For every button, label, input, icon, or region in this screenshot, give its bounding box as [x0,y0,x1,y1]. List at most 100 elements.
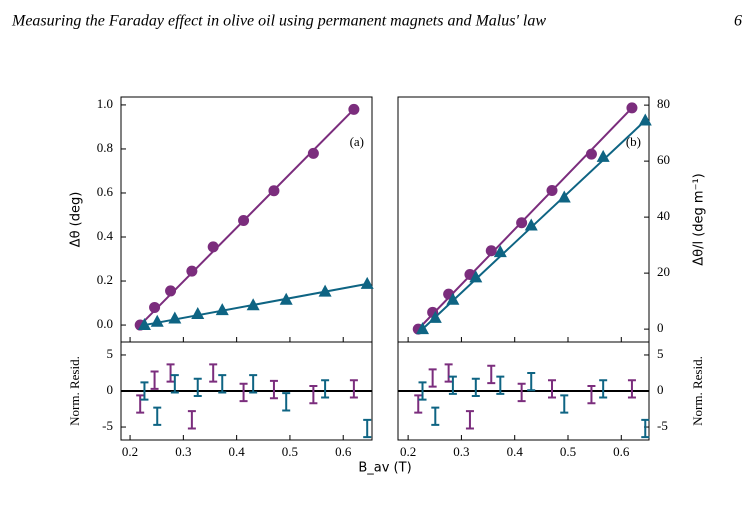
data-point [246,298,260,311]
data-point [557,190,571,203]
y-tick-label: 0 [657,382,664,397]
data-point [279,292,293,305]
data-point [446,292,460,305]
x-tick-label: 0.6 [613,444,630,459]
data-point [416,322,430,335]
x-tick-label: 0.5 [560,444,576,459]
data-point [428,310,442,323]
y-tick-label: 5 [657,346,664,361]
y-tick-label: 0.0 [97,316,113,331]
error-bar [548,379,557,399]
data-point [307,147,319,159]
error-bar [187,410,196,430]
error-bar [599,379,608,399]
error-bar [414,394,423,414]
error-bar [249,374,258,394]
y-axis-label: Δθ/l (deg m⁻¹) [692,173,707,266]
data-point [469,270,483,283]
y-tick-label: 0.8 [97,140,113,155]
error-bar [527,371,536,392]
error-bar [269,379,278,400]
y-tick-label: 5 [107,346,114,361]
error-bar [560,394,569,414]
y-axis-label: Norm. Resid. [67,356,82,426]
data-point [168,311,182,324]
data-point [150,314,164,327]
panel-label: (a) [350,134,364,149]
error-bar [627,379,636,399]
x-tick-label: 0.2 [400,444,416,459]
data-point [360,276,374,289]
x-tick-label: 0.5 [282,444,298,459]
data-point [238,214,250,226]
data-point [149,301,161,313]
data-point [348,103,360,115]
y-tick-label: 40 [657,208,670,223]
x-tick-label: 0.4 [507,444,524,459]
error-bar [496,375,505,395]
data-point [186,265,198,277]
x-tick-label: 0.3 [175,444,191,459]
running-header: Measuring the Faraday effect in olive oi… [11,13,546,30]
y-tick-label: -5 [657,418,668,433]
error-bar [349,379,358,399]
data-point [191,307,205,320]
y-tick-label: 60 [657,152,670,167]
data-point [524,218,538,231]
error-bar [153,406,162,426]
error-bar [282,392,291,412]
data-point [318,284,332,297]
y-axis-label: Norm. Resid. [690,356,705,426]
error-bar [363,418,372,439]
data-point [137,318,151,331]
data-point [268,185,280,197]
error-bar [309,384,318,405]
data-point [546,185,558,197]
error-bar [517,382,526,403]
x-tick-label: 0.2 [122,444,138,459]
data-point [638,113,652,126]
data-point [516,217,528,229]
data-point [215,303,229,316]
data-point [207,241,219,253]
error-bar [209,363,218,383]
error-bar [193,377,202,398]
y-tick-label: 1.0 [97,96,113,111]
error-bar [321,379,330,399]
error-bar [218,374,227,394]
error-bar [471,377,480,398]
x-tick-label: 0.4 [229,444,246,459]
y-tick-label: 0.6 [97,184,114,199]
error-bar [136,394,145,414]
data-point [165,285,177,297]
error-bar [641,418,650,439]
data-point [626,102,638,114]
data-point [493,245,507,258]
y-tick-label: 0.4 [97,228,114,243]
error-bar [487,364,496,385]
y-axis-label: Δθ (deg) [69,192,84,248]
y-tick-label: 0.2 [97,272,113,287]
y-tick-label: 20 [657,264,670,279]
y-tick-label: 0 [657,320,664,335]
error-bar [239,382,248,403]
error-bar [140,381,149,401]
y-tick-label: 0 [107,382,114,397]
data-point [596,149,610,162]
page-number: 6 [734,13,742,30]
x-tick-label: 0.6 [335,444,352,459]
y-tick-label: 80 [657,96,670,111]
error-bar [166,363,175,383]
data-point [485,245,497,257]
x-tick-label: 0.3 [453,444,469,459]
error-bar [428,368,437,388]
error-bar [418,381,427,401]
error-bar [170,374,179,394]
error-bar [444,363,453,383]
panel-label: (b) [626,134,641,149]
error-bar [431,406,440,426]
error-bar [587,384,596,405]
x-axis-label: B_av (T) [358,461,411,476]
error-bar [465,410,474,430]
